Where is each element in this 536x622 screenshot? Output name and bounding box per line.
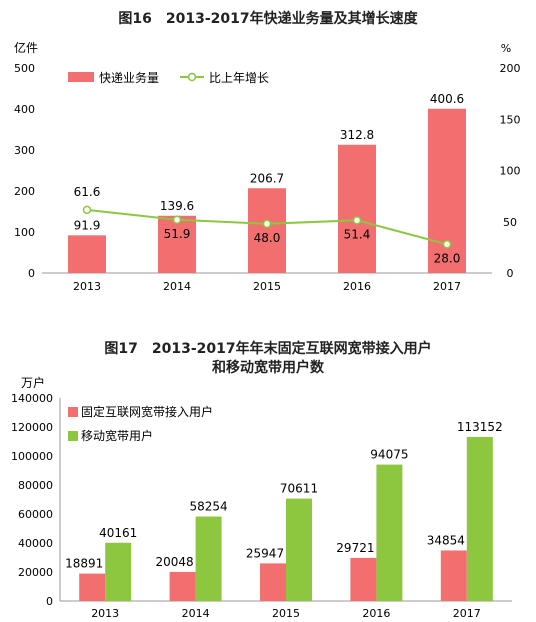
y-tick-label: 80000: [18, 479, 53, 492]
bar-value-label-mobile: 94075: [370, 448, 408, 462]
growth-point: [442, 240, 452, 249]
bar-value-label-mobile: 113152: [457, 420, 503, 434]
x-tick-label: 2015: [253, 280, 281, 293]
express-chart-title: 图16 2013-2017年快递业务量及其增长速度: [118, 11, 418, 27]
bar-mobile-broadband: [286, 498, 312, 601]
bar-value-label-fixed: 29721: [336, 541, 374, 555]
right-tick-label: 150: [500, 113, 521, 126]
bar-express-volume: [248, 188, 286, 273]
bar-express-volume: [338, 144, 376, 273]
x-tick-label: 2017: [433, 280, 461, 293]
right-tick-label: 200: [500, 62, 521, 75]
left-tick-label: 100: [14, 226, 35, 239]
bar-value-label: 400.6: [430, 92, 464, 106]
growth-point: [82, 205, 92, 215]
bar-express-volume: [68, 235, 106, 273]
left-tick-label: 500: [14, 62, 35, 75]
x-tick-label: 2016: [343, 280, 371, 293]
bar-value-label-fixed: 20048: [156, 555, 194, 569]
bar-fixed-broadband: [169, 571, 196, 601]
broadband-chart-title-line1: 图17 2013-2017年年末固定互联网宽带接入用户: [104, 341, 432, 357]
bar-value-label-mobile: 70611: [280, 482, 318, 496]
bar-value-label-fixed: 34854: [427, 533, 465, 547]
growth-value-label: 51.9: [164, 227, 191, 241]
legend-marker-growth: [187, 72, 197, 82]
x-tick-label: 2017: [453, 607, 481, 620]
broadband-chart-title-line2: 和移动宽带用户数: [212, 360, 324, 376]
bar-fixed-broadband: [350, 557, 377, 601]
bar-value-label: 206.7: [250, 171, 284, 185]
bar-mobile-broadband: [376, 464, 403, 601]
bar-fixed-broadband: [79, 573, 106, 601]
legend-label-mobile: 移动宽带用户: [81, 428, 153, 443]
y-tick-label: 0: [46, 595, 53, 608]
growth-value-label: 48.0: [254, 231, 281, 245]
express-chart: 图16 2013-2017年快递业务量及其增长速度 亿件% 0 100 200 300 4…: [0, 0, 536, 300]
growth-point: [262, 219, 272, 229]
left-axis-unit: 亿件: [14, 40, 38, 55]
bar-mobile-broadband: [195, 516, 222, 601]
legend-swatch-fixed: [68, 407, 78, 417]
y-tick-label: 60000: [18, 508, 53, 521]
growth-point: [352, 216, 362, 225]
x-tick-label: 2013: [73, 280, 101, 293]
x-tick-label: 2013: [91, 607, 119, 620]
right-axis-unit: %: [501, 42, 511, 55]
x-tick-label: 2016: [362, 607, 390, 620]
left-tick-label: 300: [14, 144, 35, 157]
legend-label-express-volume: 快递业务量: [99, 70, 159, 85]
bar-value-label: 139.6: [160, 199, 194, 213]
bar-value-label-mobile: 58254: [190, 500, 228, 514]
bar-value-label-fixed: 18891: [65, 557, 103, 571]
bar-value-label: 91.9: [74, 218, 101, 232]
broadband-chart: 图17 2013-2017年年末固定互联网宽带接入用户 和移动宽带用户数 万户 0…: [0, 330, 536, 622]
x-tick-label: 2014: [182, 607, 210, 620]
x-tick-label: 2014: [163, 280, 191, 293]
y-tick-label: 120000: [11, 421, 53, 434]
x-tick-label: 2015: [272, 607, 300, 620]
express-chart-svg: 亿件 % 0 100 200 300 400 500 0 50 100 150 200 91.9 2013 1…: [14, 40, 521, 293]
right-tick-label: 50: [503, 216, 517, 229]
broadband-chart-svg: 万户 0 20000 40000 60000 80000 100000 120000 14000…: [11, 375, 512, 620]
left-tick-label: 400: [14, 103, 35, 116]
y-tick-label: 100000: [11, 450, 53, 463]
legend-label-fixed: 固定互联网宽带接入用户: [81, 404, 213, 419]
bar-mobile-broadband: [466, 436, 493, 601]
left-tick-label: 0: [28, 267, 35, 280]
growth-value-label: 28.0: [434, 251, 461, 265]
bar-fixed-broadband: [260, 563, 286, 601]
bar-mobile-broadband: [105, 542, 132, 601]
legend-swatch-express-volume: [68, 72, 94, 82]
right-tick-label: 0: [507, 267, 514, 280]
bar-value-label-mobile: 40161: [99, 526, 137, 540]
legend-swatch-mobile: [68, 431, 78, 441]
bar-express-volume: [158, 215, 196, 273]
right-tick-label: 100: [500, 165, 521, 178]
growth-point: [172, 215, 182, 225]
bar-fixed-broadband: [440, 550, 467, 601]
y-tick-label: 40000: [18, 537, 53, 550]
y-tick-label: 140000: [11, 392, 53, 405]
growth-value-label: 51.4: [344, 227, 371, 241]
growth-value-label: 61.6: [74, 185, 101, 199]
left-tick-label: 200: [14, 185, 35, 198]
y-tick-label: 20000: [18, 566, 53, 579]
y-axis-unit: 万户: [21, 375, 45, 390]
bar-value-label: 312.8: [340, 128, 374, 142]
legend-label-growth: 比上年增长: [209, 71, 269, 85]
bar-value-label-fixed: 25947: [246, 546, 284, 560]
